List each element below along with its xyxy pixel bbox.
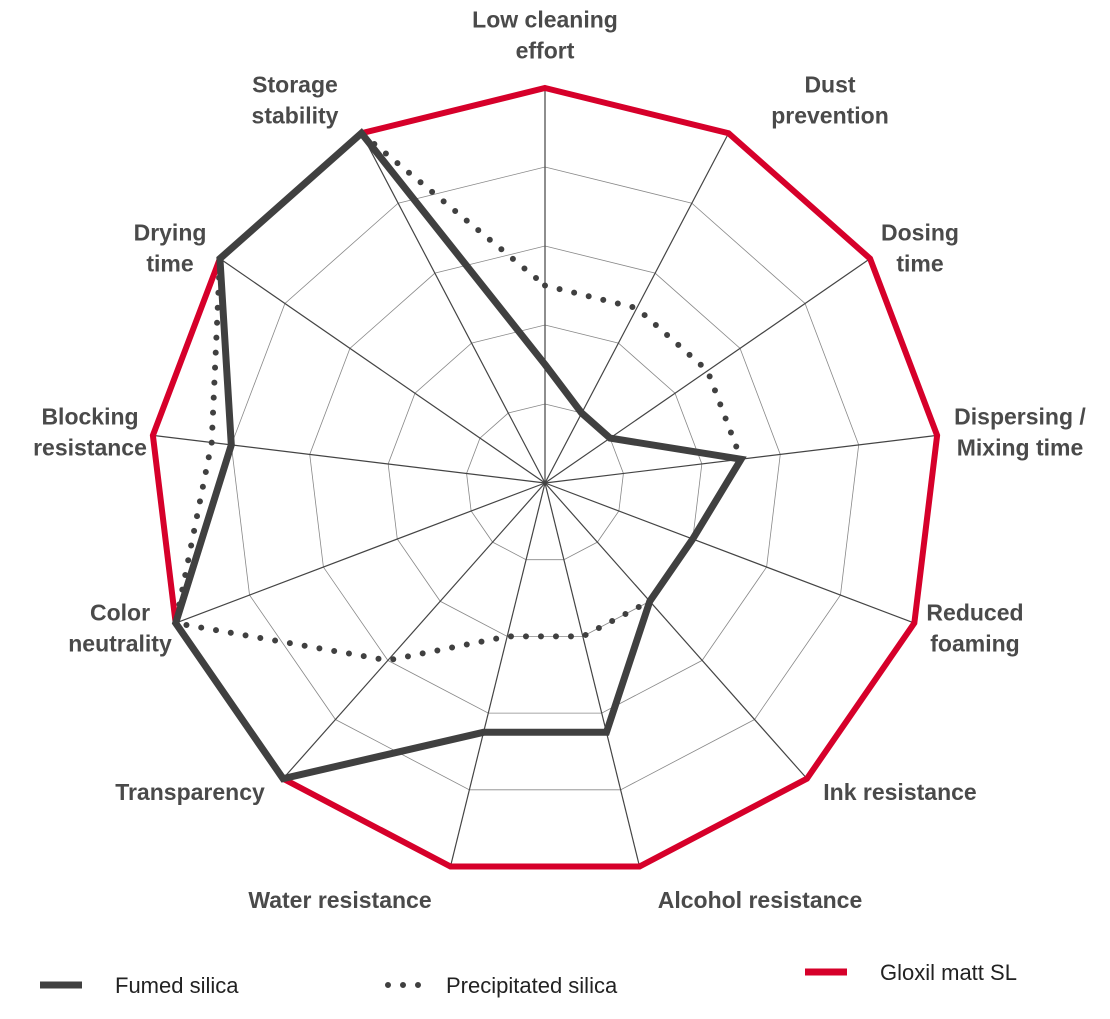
axis-label: Drying time — [134, 220, 207, 277]
series-line — [149, 84, 941, 870]
spoke — [544, 482, 641, 867]
axis-label: Water resistance — [248, 887, 431, 913]
grid-ring — [466, 403, 624, 561]
spoke — [544, 482, 808, 780]
axis-label: Low cleaning effort — [472, 7, 618, 64]
grid-ring — [309, 245, 781, 714]
grid-ring — [387, 324, 703, 637]
axis-label: Storage stability — [252, 72, 339, 129]
axis-label: Color neutrality — [68, 600, 172, 657]
spoke — [449, 482, 546, 867]
series-line — [171, 128, 747, 783]
spoke — [360, 132, 546, 484]
legend-label: Precipitated silica — [446, 973, 618, 998]
legend-label: Fumed silica — [115, 973, 239, 998]
axis-label: Transparency — [115, 779, 265, 805]
spoke — [544, 132, 730, 484]
axis-label: Reduced foaming — [926, 600, 1023, 657]
spoke — [544, 482, 915, 624]
spoke — [152, 434, 546, 484]
legend-label: Gloxil matt SL — [880, 960, 1017, 985]
axis-label: Dosing time — [881, 220, 959, 277]
axis-label: Dispersing / Mixing time — [954, 404, 1086, 461]
spoke — [219, 258, 546, 484]
axis-label: Dust prevention — [771, 72, 889, 129]
grid-ring — [230, 166, 860, 791]
spoke — [282, 482, 546, 780]
spoke — [544, 258, 871, 484]
axis-label: Alcohol resistance — [658, 887, 863, 913]
spoke — [175, 482, 546, 624]
axis-label: Ink resistance — [823, 779, 976, 805]
axis-label: Blocking resistance — [33, 404, 147, 461]
